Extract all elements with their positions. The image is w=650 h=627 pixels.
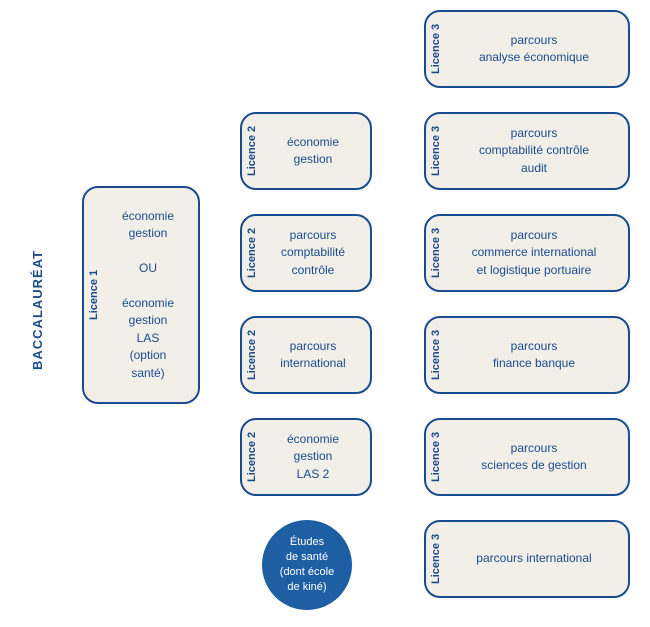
node-side-label: Licence 3 bbox=[426, 318, 446, 392]
node-body-text: parcourssciences de gestion bbox=[446, 420, 628, 494]
node-body-text: économiegestionOUéconomiegestionLAS(opti… bbox=[104, 188, 198, 402]
node-body-text: parcours international bbox=[446, 522, 628, 596]
node-l3-commerce: Licence 3parcourscommerce internationale… bbox=[424, 214, 630, 292]
node-side-label: Licence 3 bbox=[426, 12, 446, 86]
node-l3-cca: Licence 3parcourscomptabilité contrôleau… bbox=[424, 112, 630, 190]
node-body-text: parcourscommerce internationalet logisti… bbox=[446, 216, 628, 290]
node-side-label: Licence 3 bbox=[426, 522, 446, 596]
node-l3-analyse: Licence 3parcoursanalyse économique bbox=[424, 10, 630, 88]
node-side-label: Licence 2 bbox=[242, 318, 262, 392]
node-l3-finance: Licence 3parcoursfinance banque bbox=[424, 316, 630, 394]
node-side-label: Licence 3 bbox=[426, 420, 446, 494]
title-baccalaureat: BACCALAURÉAT bbox=[30, 220, 45, 400]
node-body-text: économiegestion bbox=[262, 114, 370, 188]
node-sante: Étudesde santé(dont écolede kiné) bbox=[262, 520, 352, 610]
node-l2-las2: Licence 2économiegestionLAS 2 bbox=[240, 418, 372, 496]
node-l3-intl: Licence 3parcours international bbox=[424, 520, 630, 598]
node-body-text: parcourscomptabilitécontrôle bbox=[262, 216, 370, 290]
node-side-label: Licence 2 bbox=[242, 216, 262, 290]
node-l2-eco: Licence 2économiegestion bbox=[240, 112, 372, 190]
node-l2-compta: Licence 2parcourscomptabilitécontrôle bbox=[240, 214, 372, 292]
node-body-text: économiegestionLAS 2 bbox=[262, 420, 370, 494]
node-side-label: Licence 1 bbox=[84, 188, 104, 402]
node-body-text: parcoursfinance banque bbox=[446, 318, 628, 392]
node-side-label: Licence 3 bbox=[426, 114, 446, 188]
node-l3-sciences: Licence 3parcourssciences de gestion bbox=[424, 418, 630, 496]
node-side-label: Licence 3 bbox=[426, 216, 446, 290]
node-side-label: Licence 2 bbox=[242, 420, 262, 494]
node-body-text: parcoursinternational bbox=[262, 318, 370, 392]
node-side-label: Licence 2 bbox=[242, 114, 262, 188]
node-body-text: parcourscomptabilité contrôleaudit bbox=[446, 114, 628, 188]
node-l2-intl: Licence 2parcoursinternational bbox=[240, 316, 372, 394]
node-l1: Licence 1économiegestionOUéconomiegestio… bbox=[82, 186, 200, 404]
node-body-text: parcoursanalyse économique bbox=[446, 12, 628, 86]
